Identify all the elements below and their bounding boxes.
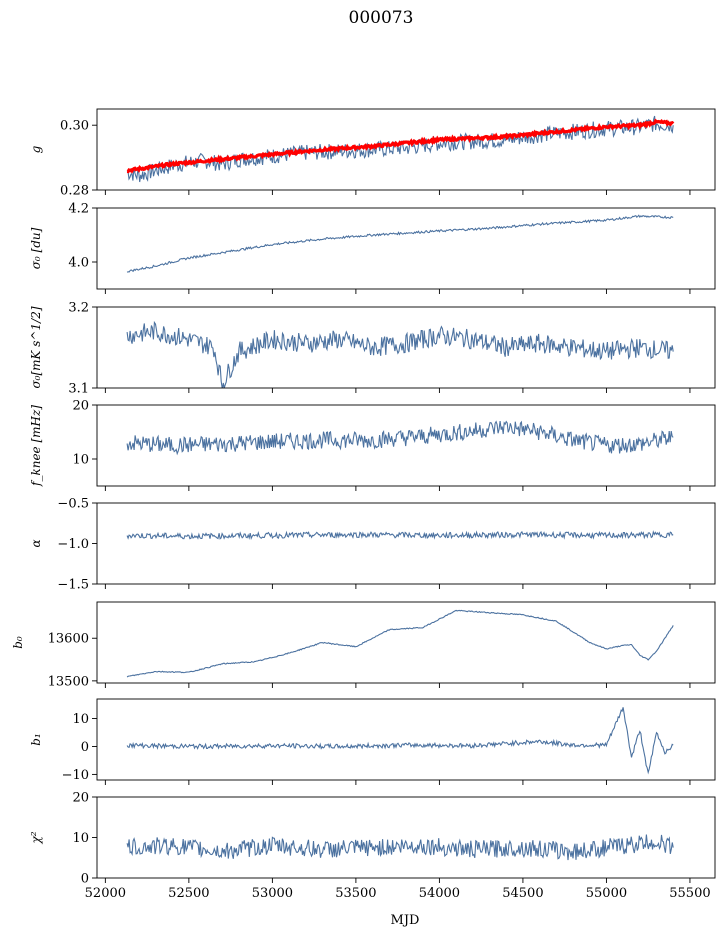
fit-line-0 (126, 118, 675, 174)
x-tick-label-1: 52500 (168, 886, 209, 901)
panels: 0.28 0.30 g 4.0 4.2 σ₀ [du] 3.1 3.2 σ₀[mK s^1/2]… (11, 108, 716, 901)
panel-0: 0.28 0.30 g (29, 108, 716, 199)
panel-1: 4.0 4.2 σ₀ [du] (29, 202, 716, 294)
y-tick-label-4-1: −1.0 (57, 537, 89, 552)
series-line-4 (126, 530, 674, 541)
y-tick-label-2-0: 3.1 (68, 382, 89, 397)
y-tick-label-4-2: −0.5 (57, 497, 89, 512)
x-tick-label-2: 53000 (252, 886, 293, 901)
y-axis-label-6: b₁ (29, 733, 43, 746)
y-tick-label-5-0: 13500 (48, 674, 89, 689)
panel-5: 13500 13600 b₀ (11, 601, 716, 689)
panel-frame-7 (96, 796, 716, 879)
panel-frame-0 (96, 108, 716, 191)
series-line-5 (126, 609, 674, 678)
x-tick-label-4: 54000 (419, 886, 460, 901)
panel-frame-2 (96, 306, 716, 389)
series-line-7 (126, 834, 674, 861)
y-axis-label-5: b₀ (11, 636, 25, 649)
x-tick-label-5: 54500 (502, 886, 543, 901)
series-line-2 (126, 320, 674, 388)
y-tick-label-0-0: 0.28 (60, 184, 89, 199)
figure-title: 000073 (349, 8, 414, 28)
x-tick-label-0: 52000 (85, 886, 126, 901)
y-tick-label-3-0: 10 (72, 453, 89, 468)
y-tick-label-5-1: 13600 (48, 632, 89, 647)
y-tick-label-0-1: 0.30 (60, 119, 89, 134)
x-tick-label-3: 53500 (335, 886, 376, 901)
y-tick-label-6-0: −10 (62, 768, 89, 783)
y-tick-label-7-1: 10 (72, 831, 89, 846)
x-tick-label-7: 55500 (669, 886, 710, 901)
y-tick-label-6-1: 0 (81, 740, 89, 755)
y-tick-label-2-1: 3.2 (68, 301, 89, 316)
panel-2: 3.1 3.2 σ₀[mK s^1/2] (29, 301, 716, 397)
y-axis-label-2: σ₀[mK s^1/2] (29, 306, 43, 388)
panel-frame-3 (96, 404, 716, 487)
y-axis-label-4: α (29, 539, 43, 547)
panel-7: 0 10 20 52000 52500 53000 53500 54000 54500 55000… (29, 791, 716, 901)
panel-frame-5 (96, 601, 716, 684)
y-tick-label-6-2: 10 (72, 712, 89, 727)
y-axis-label-7: χ² (29, 831, 43, 844)
y-tick-label-4-0: −1.5 (57, 578, 89, 593)
y-tick-label-1-1: 4.2 (68, 202, 89, 217)
x-axis-label: MJD (391, 913, 420, 928)
y-tick-label-7-0: 0 (81, 872, 89, 887)
panel-frame-1 (96, 207, 716, 290)
y-tick-label-7-2: 20 (72, 791, 89, 806)
series-line-3 (126, 420, 674, 456)
panel-frame-6 (96, 698, 716, 781)
panel-6: −10 0 10 b₁ (29, 698, 716, 785)
panel-4: −1.5 −1.0 −0.5 α (29, 497, 716, 593)
panel-3: 10 20 f_knee [mHz] (29, 399, 716, 491)
x-tick-label-6: 55000 (586, 886, 627, 901)
series-line-1 (126, 214, 674, 273)
y-axis-label-1: σ₀ [du] (29, 227, 43, 269)
panel-frame-4 (96, 502, 716, 585)
y-axis-label-3: f_knee [mHz] (29, 405, 43, 487)
y-tick-label-1-0: 4.0 (68, 256, 89, 271)
series-line-0 (126, 115, 674, 183)
y-axis-label-0: g (29, 145, 43, 153)
y-tick-label-3-1: 20 (72, 399, 89, 414)
series-line-6 (126, 707, 674, 775)
